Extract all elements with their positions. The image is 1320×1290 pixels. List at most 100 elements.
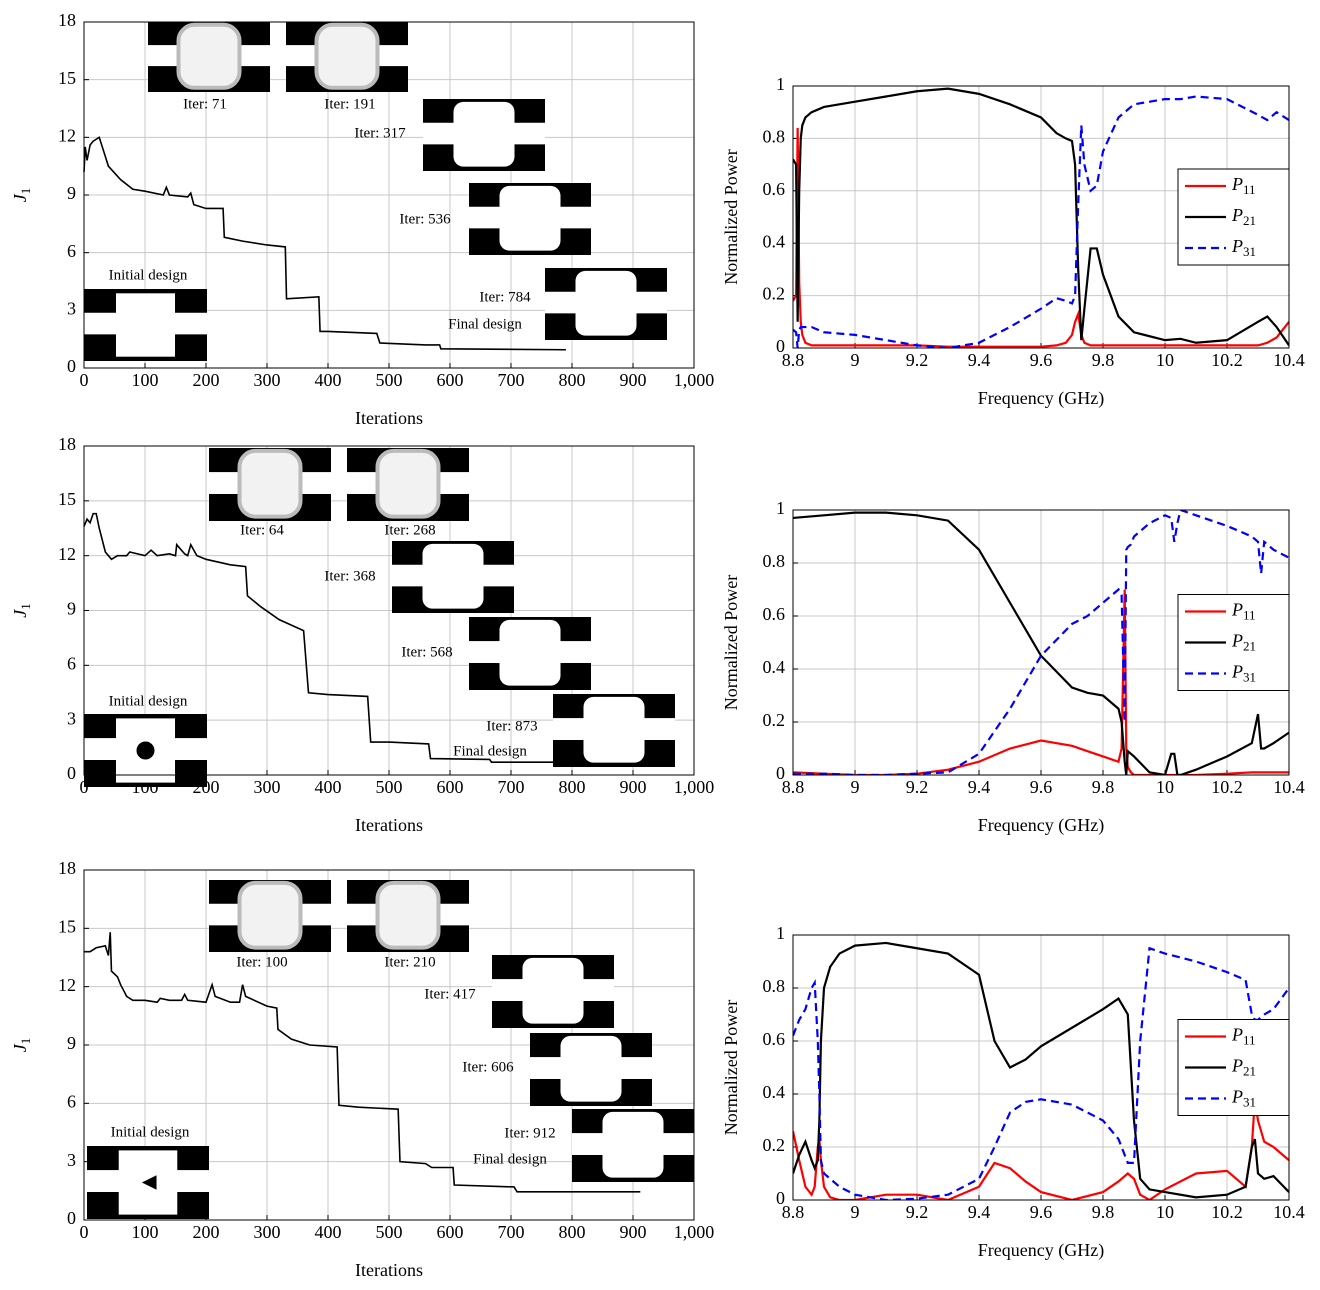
annotation: Final design — [453, 743, 527, 759]
y-tick-label: 0 — [776, 336, 785, 356]
design-region — [179, 25, 240, 88]
annotation: Iter: 368 — [324, 568, 375, 584]
x-tick-label: 200 — [193, 1222, 220, 1242]
x-tick-label: 0 — [80, 370, 89, 390]
x-tick-label: 8.8 — [782, 777, 805, 797]
y-tick-label: 6 — [67, 653, 76, 673]
annotation: Iter: 268 — [384, 522, 435, 538]
design-inset — [347, 448, 469, 521]
y-tick-label: 6 — [67, 1091, 76, 1111]
annotation: Iter: 64 — [240, 522, 284, 538]
figure: 01002003004005006007008009001,0000369121… — [0, 0, 1320, 1290]
annotation: Iter: 912 — [504, 1125, 555, 1141]
design-inset — [469, 617, 591, 690]
design-inset — [530, 1033, 652, 1106]
y-tick-label: 0.6 — [763, 179, 786, 199]
design-region — [378, 451, 439, 517]
x-axis-label: Frequency (GHz) — [978, 1240, 1104, 1261]
annotation: Iter: 317 — [354, 125, 406, 141]
y-tick-label: 18 — [58, 858, 76, 878]
design-region — [576, 271, 637, 336]
x-tick-label: 9.2 — [906, 777, 929, 797]
y-tick-label: 6 — [67, 241, 76, 261]
y-tick-label: 18 — [58, 434, 76, 454]
design-region — [317, 25, 378, 88]
y-axis-label: Normalized Power — [721, 1000, 741, 1135]
design-region — [523, 958, 584, 1024]
x-tick-label: 0 — [80, 1222, 89, 1242]
design-inset — [286, 22, 408, 92]
x-tick-label: 100 — [132, 370, 159, 390]
y-tick-label: 0.6 — [763, 604, 786, 624]
y-tick-label: 0.4 — [763, 1082, 786, 1102]
x-tick-label: 200 — [193, 370, 220, 390]
annotation: Initial design — [109, 693, 188, 709]
x-axis-label: Frequency (GHz) — [978, 388, 1104, 409]
y-tick-label: 0 — [776, 1188, 785, 1208]
defect — [137, 742, 155, 760]
y-tick-label: 0.8 — [763, 127, 786, 147]
design-region — [378, 883, 439, 948]
x-tick-label: 9 — [851, 350, 860, 370]
design-region — [561, 1036, 622, 1102]
y-tick-label: 18 — [58, 10, 76, 30]
y-tick-label: 9 — [67, 599, 76, 619]
x-tick-label: 1,000 — [674, 370, 715, 390]
y-axis-label: J1 — [10, 188, 33, 203]
x-tick-label: 1,000 — [674, 1222, 715, 1242]
y-axis-label: J1 — [10, 1038, 33, 1053]
x-tick-label: 500 — [376, 370, 403, 390]
design-region — [240, 451, 301, 517]
design-inset — [469, 183, 591, 255]
design-region — [584, 697, 645, 763]
x-tick-label: 9.8 — [1092, 1202, 1115, 1222]
y-tick-label: 3 — [67, 1150, 76, 1170]
x-tick-label: 9.2 — [906, 1202, 929, 1222]
design-inset — [492, 955, 614, 1028]
design-inset — [553, 694, 675, 767]
x-tick-label: 300 — [254, 777, 281, 797]
x-tick-label: 9.2 — [906, 350, 929, 370]
y-tick-label: 12 — [58, 975, 76, 995]
design-inset — [84, 714, 207, 787]
x-tick-label: 700 — [498, 777, 525, 797]
y-tick-label: 0.8 — [763, 551, 786, 571]
x-tick-label: 10.2 — [1211, 1202, 1243, 1222]
x-axis-label: Iterations — [355, 815, 423, 835]
y-tick-label: 12 — [58, 544, 76, 564]
design-inset — [392, 541, 514, 613]
design-region — [240, 883, 301, 948]
x-tick-label: 300 — [254, 1222, 281, 1242]
annotation: Iter: 210 — [384, 954, 435, 970]
x-tick-label: 9.4 — [968, 1202, 991, 1222]
y-axis-label: Normalized Power — [721, 149, 741, 284]
design-inset — [209, 448, 331, 521]
y-tick-label: 0 — [67, 1208, 76, 1228]
y-tick-label: 9 — [67, 1033, 76, 1053]
y-tick-label: 3 — [67, 708, 76, 728]
y-tick-label: 0.4 — [763, 231, 786, 251]
y-tick-label: 1 — [776, 498, 785, 518]
annotation: Iter: 873 — [486, 718, 537, 734]
annotation: Iter: 568 — [401, 644, 452, 660]
design-region — [454, 102, 515, 167]
annotation: Iter: 71 — [183, 96, 227, 112]
design-inset — [87, 1146, 209, 1219]
design-inset — [423, 99, 545, 171]
y-tick-label: 0 — [67, 356, 76, 376]
annotation: Iter: 536 — [399, 211, 451, 227]
y-tick-label: 0 — [776, 763, 785, 783]
x-tick-label: 900 — [620, 777, 647, 797]
y-axis-label: J1 — [10, 603, 33, 618]
x-tick-label: 700 — [498, 1222, 525, 1242]
y-tick-label: 3 — [67, 298, 76, 318]
x-tick-label: 1,000 — [674, 777, 715, 797]
x-tick-label: 10.4 — [1273, 1202, 1305, 1222]
design-inset — [84, 289, 207, 361]
x-tick-label: 9.4 — [968, 350, 991, 370]
x-tick-label: 400 — [315, 777, 342, 797]
y-tick-label: 1 — [776, 923, 785, 943]
x-tick-label: 9 — [851, 777, 860, 797]
annotation: Initial design — [111, 1124, 190, 1140]
y-axis-label: Normalized Power — [721, 575, 741, 710]
